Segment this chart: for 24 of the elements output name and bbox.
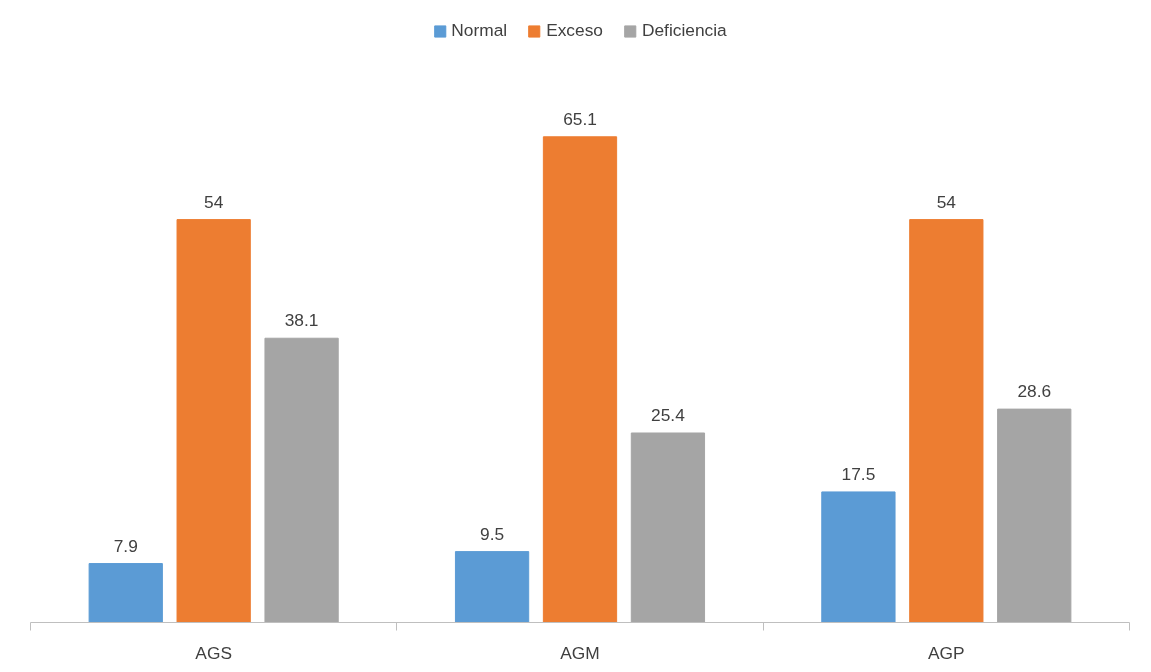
data-label: 25.4 bbox=[651, 404, 686, 425]
data-label: 28.6 bbox=[1017, 381, 1052, 402]
bar bbox=[630, 432, 706, 623]
legend-label: Normal bbox=[451, 20, 508, 41]
data-label: 54 bbox=[204, 191, 224, 212]
bar bbox=[88, 563, 163, 623]
data-label: 7.9 bbox=[113, 535, 138, 556]
data-label: 38.1 bbox=[284, 310, 319, 331]
x-tick-label: AGS bbox=[195, 642, 232, 663]
bar bbox=[264, 337, 339, 623]
data-label: 54 bbox=[936, 191, 957, 212]
bar bbox=[909, 219, 984, 623]
data-label: 65.1 bbox=[563, 108, 597, 129]
bar bbox=[176, 219, 251, 623]
bar bbox=[542, 136, 618, 623]
bar bbox=[821, 491, 896, 623]
x-tick-label: AGM bbox=[560, 642, 600, 663]
legend-label: Deficiencia bbox=[641, 20, 727, 41]
data-label: 17.5 bbox=[841, 463, 876, 484]
legend-label: Exceso bbox=[546, 20, 603, 41]
data-label: 9.5 bbox=[480, 523, 505, 544]
bar bbox=[997, 408, 1072, 623]
x-tick-label: AGP bbox=[928, 642, 965, 663]
bar bbox=[454, 551, 530, 623]
